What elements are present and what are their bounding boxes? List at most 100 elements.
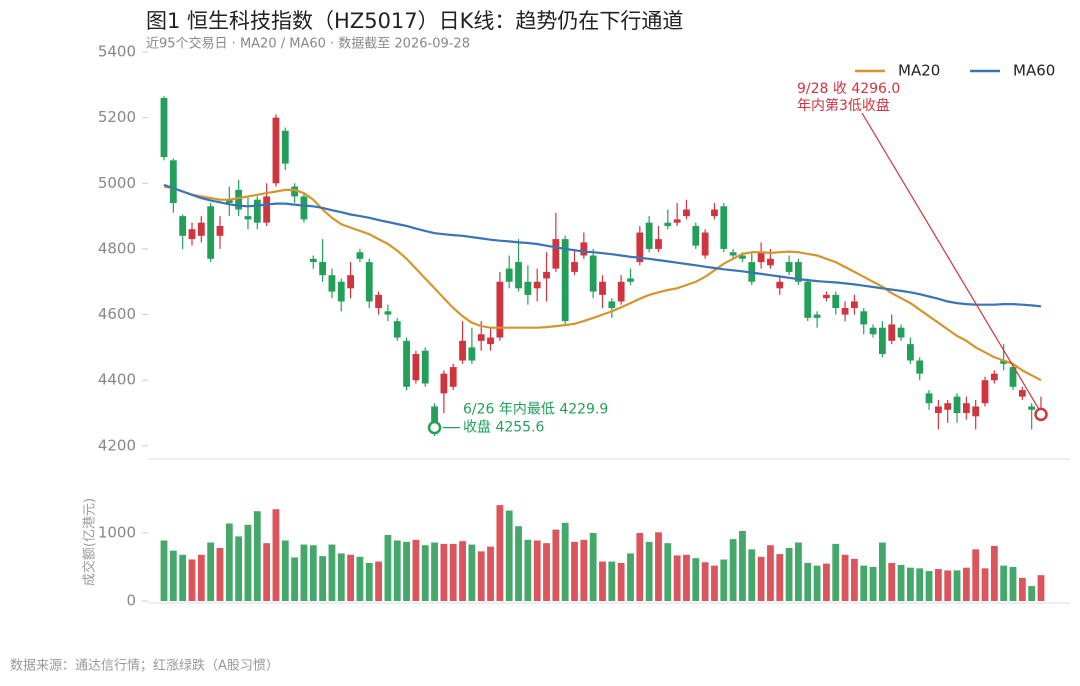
candle-body (207, 206, 215, 259)
volume-bar (337, 553, 345, 601)
candle-body (403, 340, 410, 387)
candle-body (767, 258, 774, 266)
candle-body (673, 219, 681, 223)
candle-body (934, 406, 942, 414)
volume-bar (962, 567, 970, 601)
volume-bar (683, 554, 690, 601)
candle-body (720, 206, 728, 249)
volume-bar (906, 567, 914, 601)
volume-bar (459, 541, 466, 601)
volume-bar (851, 558, 858, 601)
volume-bar (487, 546, 494, 601)
candle-body (225, 199, 233, 203)
candle-body (431, 406, 438, 428)
volume-bar (655, 532, 662, 601)
volume-bar (384, 535, 392, 601)
volume-bar (832, 543, 840, 601)
volume-bar (860, 565, 868, 601)
candle-body (244, 216, 252, 220)
candle-body (449, 367, 457, 387)
candle-body (365, 262, 373, 302)
volume-bar (981, 568, 989, 601)
candle-body (524, 281, 532, 295)
volume-bar (543, 543, 550, 601)
volume-bar (468, 544, 476, 601)
candle-body (990, 373, 998, 381)
legend-label: MA60 (1013, 62, 1055, 80)
candle-body (711, 209, 718, 217)
candle-body (823, 294, 830, 299)
candle-body (253, 199, 261, 223)
ma-line (163, 183, 1042, 308)
candle-body (795, 262, 802, 282)
volume-bar (813, 565, 821, 601)
volume-bar (767, 545, 774, 601)
volume-bar (515, 526, 522, 601)
volume-bar (589, 533, 597, 601)
volume-bar (627, 553, 634, 601)
y-tick-label: 0 (126, 592, 136, 610)
volume-bar (878, 542, 886, 601)
chart-subtitle: 近95个交易日 · MA20 / MA60 · 数据截至 2026-09-28 (146, 36, 470, 52)
volume-bar (953, 570, 961, 601)
volume-bar (561, 522, 569, 601)
annotation: 9/28 收 4296.0 (797, 81, 900, 97)
candle-body (421, 350, 429, 384)
candle-body (1028, 406, 1036, 410)
candle-body (505, 268, 513, 282)
candle-body (860, 311, 868, 325)
volume-bar (636, 533, 644, 601)
annotation-arrow (861, 112, 1040, 410)
candle-body (281, 130, 289, 164)
y-tick-label: 4200 (98, 436, 136, 454)
candle-body (645, 222, 653, 249)
volume-bar (692, 558, 700, 601)
candle-body (468, 347, 476, 361)
candle-body (169, 160, 177, 203)
volume-bar (664, 543, 672, 601)
candle-body (561, 239, 569, 322)
volume-bar (281, 540, 289, 601)
volume-bar (505, 510, 513, 601)
volume-bar (869, 567, 877, 601)
volume-bar (524, 539, 532, 601)
candle-body (589, 255, 597, 292)
volume-bar (244, 524, 252, 601)
candle-body (235, 189, 243, 210)
candle-body (571, 262, 578, 272)
candle-body (533, 281, 541, 289)
volume-bar (720, 559, 728, 601)
annotation: 年内第3低收盘 (797, 97, 890, 114)
annotation: 6/26 年内最低 4229.9 (463, 402, 608, 418)
volume-bar (253, 511, 261, 601)
volume-bar (804, 562, 812, 601)
volume-bar (888, 562, 896, 601)
volume-bar (711, 565, 718, 601)
candle-body (179, 216, 187, 236)
candle-body (384, 311, 392, 315)
candle-body (617, 281, 625, 302)
legend-label: MA20 (898, 62, 940, 80)
chart-title: 图1 恒生科技指数（HZ5017）日K线：趋势仍在下行通道 (146, 9, 683, 33)
volume-bar (925, 571, 933, 601)
candle-body (487, 337, 494, 345)
candle-body (944, 403, 952, 410)
volume-bar (169, 550, 177, 601)
volume-bar (739, 530, 746, 601)
volume-bar (421, 545, 429, 601)
volume-bar (580, 539, 588, 601)
volume-bar (319, 556, 327, 601)
volume-bar (393, 540, 401, 601)
candle-body (664, 222, 672, 226)
candle-body (906, 344, 914, 361)
volume-bar (748, 549, 756, 601)
volume-bar (1028, 586, 1036, 601)
candle-body (897, 327, 905, 338)
candle-body (832, 294, 840, 309)
volume-bar (701, 562, 709, 601)
volume-bar (328, 544, 336, 601)
volume-bar (552, 529, 560, 601)
volume-bar (776, 554, 784, 601)
volume-bar (375, 561, 382, 601)
candle-body (869, 327, 877, 335)
